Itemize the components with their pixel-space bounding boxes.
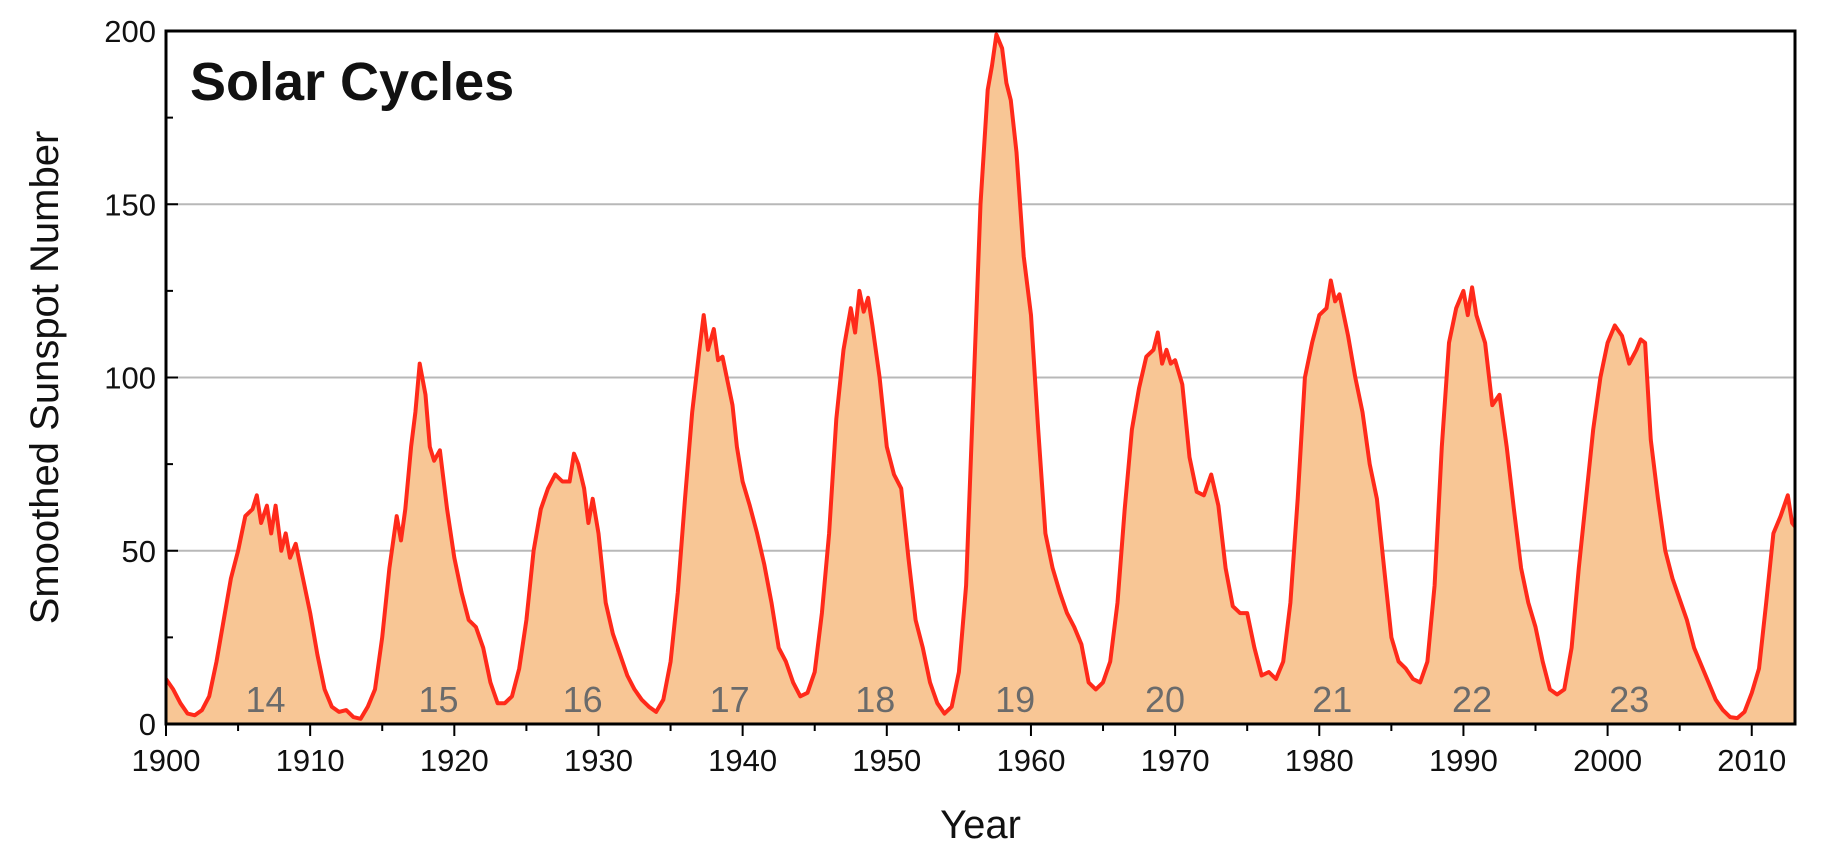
y-tick-label: 0 [139,707,156,742]
cycle-label: 19 [995,679,1035,720]
y-tick-label: 200 [104,14,156,49]
cycle-label: 22 [1452,679,1492,720]
x-tick-label: 1910 [276,743,345,778]
y-tick-label: 150 [104,187,156,222]
x-tick-label: 1920 [420,743,489,778]
cycle-label: 17 [710,679,750,720]
x-tick-label: 2010 [1717,743,1786,778]
x-axis-title: Year [940,803,1021,847]
cycle-label: 15 [418,679,458,720]
cycle-label: 18 [855,679,895,720]
x-tick-label: 2000 [1573,743,1642,778]
cycle-label: 20 [1145,679,1185,720]
cycle-label: 14 [245,679,285,720]
x-tick-label: 1990 [1429,743,1498,778]
cycle-label: 21 [1312,679,1352,720]
x-tick-label: 1930 [564,743,633,778]
chart-title: Solar Cycles [190,52,514,112]
cycle-label: 23 [1609,679,1649,720]
x-tick-label: 1980 [1285,743,1354,778]
y-tick-label: 50 [122,534,156,569]
y-axis-title: Smoothed Sunspot Number [23,131,67,625]
x-tick-label: 1950 [852,743,921,778]
cycle-labels: 14 15 16 17 18 19 20 21 22 23 [245,679,1649,720]
x-tick-label: 1970 [1141,743,1210,778]
data-layer [164,32,1797,724]
x-tick-label: 1940 [708,743,777,778]
series-area [166,34,1795,724]
x-tick-label: 1960 [996,743,1065,778]
y-tick-label: 100 [104,361,156,396]
x-tick-label: 1900 [132,743,201,778]
cycle-label: 16 [563,679,603,720]
series-line [164,32,1797,721]
